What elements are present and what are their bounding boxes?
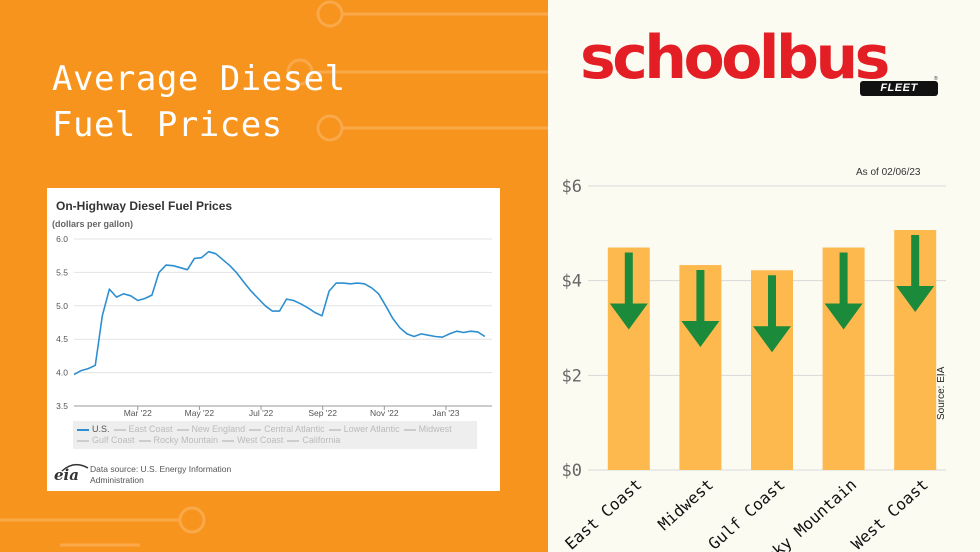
- bar-chart-source: Source: EIA: [936, 366, 947, 420]
- bar-category-label: West Coast: [848, 475, 932, 552]
- bar-category-label: East Coast: [561, 475, 645, 552]
- legend-swatch: [113, 428, 126, 431]
- down-arrow-icon: [609, 252, 648, 330]
- legend-item[interactable]: California: [287, 435, 340, 446]
- legend-label: Midwest: [418, 424, 452, 434]
- brand-logo: schoolbus: [580, 23, 890, 93]
- bar-category-label: Midwest: [654, 475, 717, 534]
- down-arrow-icon: [896, 235, 935, 313]
- legend-swatch: [138, 439, 151, 442]
- line-chart-xtick-label: May '22: [185, 408, 215, 418]
- legend-swatch: [176, 428, 189, 431]
- bar-chart-ytick-label: $6: [562, 177, 582, 197]
- line-chart-ytick-label: 3.5: [56, 401, 68, 411]
- legend-swatch: [403, 428, 416, 431]
- eia-chart-card: 3.5 4.0 4.5 5.0 5.5 6.0 Mar '22 May '22 Jul '22 S…: [47, 188, 500, 491]
- legend-swatch: [77, 439, 89, 442]
- line-chart-xtick-label: Mar '22: [124, 408, 152, 418]
- legend-swatch: [287, 439, 300, 442]
- legend-item[interactable]: Gulf Coast: [77, 435, 135, 446]
- legend-item[interactable]: West Coast: [222, 435, 283, 446]
- line-chart-xtick-label: Nov '22: [370, 408, 399, 418]
- legend-item[interactable]: Midwest: [403, 424, 452, 435]
- line-chart-ytick-label: 4.5: [56, 334, 68, 344]
- eia-source-text: Data source: U.S. Energy Information Adm…: [90, 464, 232, 485]
- legend-item[interactable]: U.S.: [77, 424, 110, 435]
- legend-swatch: [77, 428, 89, 431]
- line-chart-ytick-label: 6.0: [56, 234, 68, 244]
- legend-label: U.S.: [92, 424, 110, 434]
- legend-item[interactable]: Lower Atlantic: [328, 424, 400, 435]
- legend-label: California: [302, 435, 341, 445]
- legend-item[interactable]: East Coast: [113, 424, 173, 435]
- down-arrow-icon: [753, 275, 791, 353]
- eia-logo: eia: [54, 466, 79, 484]
- legend-item[interactable]: Central Atlantic: [249, 424, 325, 435]
- legend-swatch: [222, 439, 235, 442]
- legend-label: New England: [191, 424, 246, 434]
- legend-label: Rocky Mountain: [153, 435, 219, 445]
- legend-label: East Coast: [128, 424, 173, 434]
- chart-legend: U.S. East Coast New England Central Atlanti…: [73, 421, 477, 449]
- eia-chart-subtitle: (dollars per gallon): [52, 219, 134, 229]
- bar-chart-ytick-label: $2: [562, 366, 582, 386]
- left-panel: Average Diesel Fuel Prices 3.5 4.0 4.5 5.0 5…: [0, 0, 548, 552]
- legend-item[interactable]: New England: [176, 424, 246, 435]
- legend-label: Gulf Coast: [92, 435, 135, 445]
- legend-label: Central Atlantic: [264, 424, 325, 434]
- legend-item[interactable]: Rocky Mountain: [138, 435, 219, 446]
- brand-sub-badge: FLEET: [860, 81, 938, 96]
- down-arrow-icon: [824, 252, 863, 330]
- eia-logo-arc-icon: [61, 463, 89, 472]
- headline: Average Diesel Fuel Prices: [52, 59, 346, 145]
- legend-label: Lower Atlantic: [343, 424, 400, 434]
- line-chart-xtick-label: Jul '22: [249, 408, 274, 418]
- eia-chart-title: On-Highway Diesel Fuel Prices: [56, 199, 233, 213]
- as-of-date: As of 02/06/23: [856, 167, 921, 178]
- circuit-decoration: [0, 0, 548, 547]
- line-chart-ytick-label: 4.0: [56, 368, 68, 378]
- line-chart-ytick-label: 5.5: [56, 267, 68, 277]
- legend-swatch: [328, 428, 341, 431]
- line-chart-ytick-label: 5.0: [56, 301, 68, 311]
- brand-name: schoolbus: [580, 23, 890, 93]
- line-chart-xtick-label: Sep '22: [308, 408, 337, 418]
- line-series-us: [73, 250, 486, 376]
- line-chart: 3.5 4.0 4.5 5.0 5.5 6.0 Mar '22 May '22 Jul '22 S…: [56, 234, 492, 418]
- registered-mark: ®: [934, 76, 938, 82]
- legend-label: West Coast: [237, 435, 284, 445]
- bar-chart-ytick-label: $4: [562, 272, 582, 292]
- down-arrow-icon: [681, 270, 720, 348]
- bar-chart-ytick-label: $0: [562, 461, 582, 481]
- line-chart-xtick-label: Jan '23: [432, 408, 459, 418]
- legend-swatch: [249, 428, 262, 431]
